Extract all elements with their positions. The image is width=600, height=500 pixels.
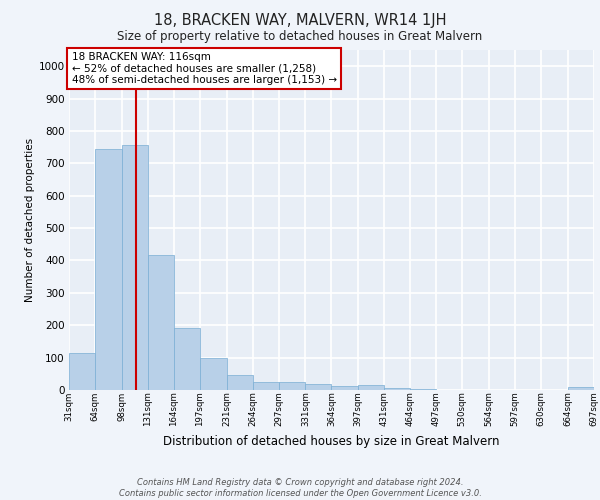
Bar bbox=[227, 376, 253, 390]
Bar bbox=[122, 145, 148, 390]
Bar bbox=[148, 254, 174, 390]
Text: Contains HM Land Registry data © Crown copyright and database right 2024.
Contai: Contains HM Land Registry data © Crown c… bbox=[119, 478, 481, 498]
Bar bbox=[95, 149, 122, 390]
Bar bbox=[305, 384, 331, 390]
Bar bbox=[385, 388, 410, 390]
Bar bbox=[200, 358, 227, 390]
Bar bbox=[331, 386, 358, 390]
Y-axis label: Number of detached properties: Number of detached properties bbox=[25, 138, 35, 302]
Text: Size of property relative to detached houses in Great Malvern: Size of property relative to detached ho… bbox=[118, 30, 482, 43]
Bar bbox=[568, 388, 594, 390]
Bar bbox=[174, 328, 200, 390]
Text: 18 BRACKEN WAY: 116sqm
← 52% of detached houses are smaller (1,258)
48% of semi-: 18 BRACKEN WAY: 116sqm ← 52% of detached… bbox=[71, 52, 337, 85]
Text: 18, BRACKEN WAY, MALVERN, WR14 1JH: 18, BRACKEN WAY, MALVERN, WR14 1JH bbox=[154, 12, 446, 28]
Bar bbox=[69, 354, 95, 390]
Bar bbox=[278, 382, 305, 390]
Bar bbox=[358, 385, 385, 390]
X-axis label: Distribution of detached houses by size in Great Malvern: Distribution of detached houses by size … bbox=[163, 434, 500, 448]
Bar bbox=[253, 382, 278, 390]
